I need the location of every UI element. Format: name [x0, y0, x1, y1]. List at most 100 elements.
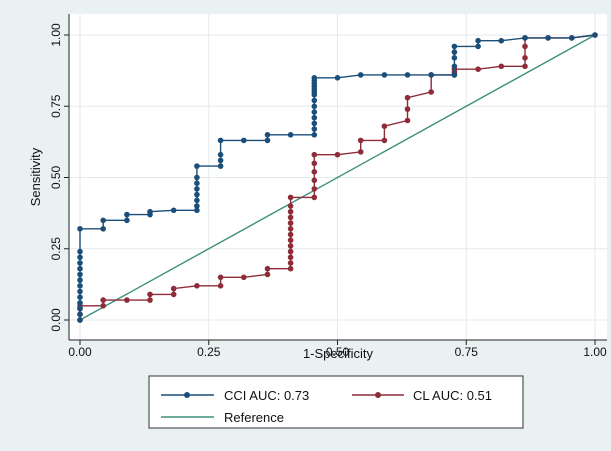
- series-cci-point: [217, 137, 224, 144]
- series-cci-point: [194, 180, 200, 186]
- series-cci-point: [100, 226, 106, 232]
- series-cl-point: [311, 160, 318, 167]
- series-cci-point: [311, 132, 318, 138]
- series-cci-point: [475, 37, 481, 44]
- series-cl-point: [404, 94, 411, 101]
- series-cci-point: [170, 207, 177, 214]
- series-cci-point: [545, 35, 551, 41]
- series-cl-point: [287, 265, 294, 272]
- series-cci-point: [194, 191, 200, 198]
- series-cl-point: [311, 177, 318, 184]
- series-cl-point: [241, 274, 247, 281]
- series-cci-point: [147, 208, 153, 215]
- series-cci-point: [498, 37, 505, 44]
- series-cci-point: [334, 75, 341, 81]
- series-cci-point: [77, 254, 83, 261]
- series-cl-point: [287, 214, 294, 221]
- series-cl-point: [217, 283, 224, 289]
- series-cl-point: [311, 186, 318, 192]
- series-cci-point: [428, 72, 435, 78]
- series-cci-point: [194, 203, 200, 209]
- legend-cci-marker: [184, 392, 190, 398]
- series-cl-point: [287, 248, 294, 255]
- x-tick-label: 0.25: [197, 345, 221, 359]
- series-cl-point: [147, 291, 153, 298]
- series-cl-point: [287, 226, 294, 232]
- series-cci-point: [77, 277, 83, 283]
- y-tick-label: 0.00: [49, 308, 63, 332]
- series-cci-point: [194, 163, 200, 169]
- series-cl-point: [311, 151, 318, 158]
- series-cci-point: [451, 43, 458, 50]
- series-cci-point: [77, 265, 83, 272]
- series-cl-point: [194, 283, 200, 289]
- x-tick-label: 0.75: [455, 345, 479, 359]
- series-cci-point: [77, 283, 83, 289]
- series-cci-point: [77, 226, 83, 232]
- series-cci-point: [311, 114, 318, 121]
- series-reference: [79, 34, 596, 321]
- series-cci-point: [194, 186, 200, 192]
- x-tick-label: 1.00: [583, 345, 607, 359]
- y-axis-title: Sensitivity: [28, 147, 43, 206]
- y-tick-label: 1.00: [49, 23, 63, 47]
- series-cci-point: [194, 197, 200, 204]
- y-tick-label: 0.50: [49, 165, 63, 189]
- series-cl-point: [147, 297, 153, 303]
- series-cl-point: [357, 149, 364, 155]
- series-cci-point: [77, 317, 83, 323]
- series-cci-point: [264, 137, 271, 144]
- axes: 0.00 0.25 0.50 0.75 1.00 0.00 0.25 0.50 0.75 1.00: [49, 14, 607, 359]
- series-cl-point: [124, 297, 130, 303]
- series-cl-point: [100, 303, 106, 309]
- series-cl-point: [170, 285, 177, 292]
- series-cl-point: [287, 208, 294, 215]
- series-cci-point: [77, 294, 83, 301]
- series-cci-point: [77, 271, 83, 278]
- series-cl-point: [287, 194, 294, 201]
- series-cl-point: [264, 271, 271, 278]
- series-cl-point: [381, 137, 388, 144]
- series-cci: [77, 32, 598, 323]
- series-cci-point: [569, 35, 575, 41]
- legend-box: [148, 375, 524, 429]
- series-cl-point: [311, 194, 318, 201]
- series-cl-point: [522, 43, 528, 50]
- x-axis-title: 1-Specificity: [303, 346, 374, 361]
- series-cl-point: [334, 151, 341, 158]
- series-cci-point: [451, 49, 458, 55]
- series-cci-point: [217, 157, 224, 164]
- legend-cl-marker: [375, 392, 381, 398]
- series-cl-point: [522, 55, 528, 61]
- series-cl-point: [475, 66, 481, 72]
- series-cl-point: [311, 169, 318, 175]
- legend-cci-label: CCI AUC: 0.73: [224, 388, 309, 403]
- series-cci-point: [100, 217, 106, 224]
- series-cci-point: [592, 32, 598, 38]
- series-cl-point: [287, 203, 294, 209]
- series-cci-point: [311, 97, 318, 104]
- series-cci-point: [77, 305, 83, 312]
- series-cci-point: [77, 248, 83, 255]
- series-cci-point: [522, 35, 528, 41]
- series-cl-point: [100, 297, 106, 303]
- y-tick-label: 0.25: [49, 237, 63, 261]
- series-cci-point: [217, 151, 224, 158]
- series-cl-point: [404, 117, 411, 124]
- series-cci-point: [241, 137, 247, 144]
- series-cci-point: [77, 300, 83, 306]
- series-cci-point: [194, 207, 200, 214]
- series-cl-point: [287, 231, 294, 238]
- series-cci-point: [357, 72, 364, 78]
- series-cl-point: [357, 137, 364, 144]
- series-cl-point: [498, 63, 505, 70]
- series-cci-point: [451, 63, 458, 70]
- series-cl-point: [287, 254, 294, 261]
- series-cl-point: [217, 274, 224, 281]
- series-cci-point: [77, 260, 83, 266]
- series-reference-line: [79, 34, 596, 321]
- series-cci-point: [217, 163, 224, 169]
- series-cci-point: [311, 75, 318, 81]
- series-cl-point: [264, 265, 271, 272]
